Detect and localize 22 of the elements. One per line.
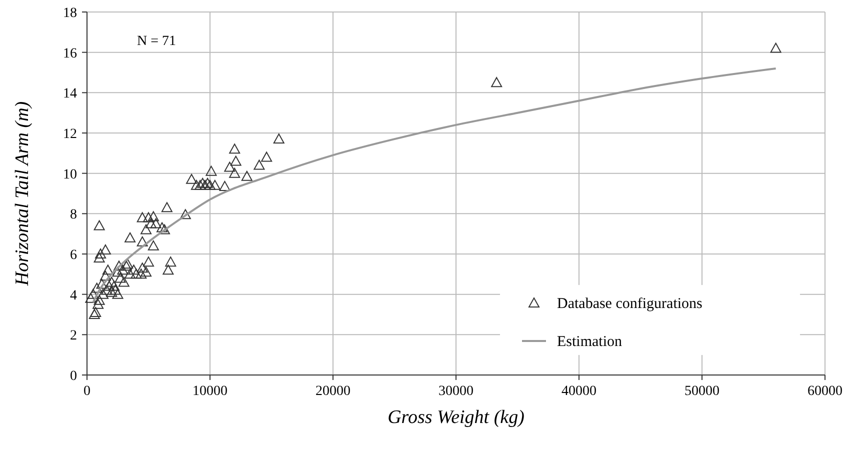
y-tick-label: 18 <box>63 6 77 21</box>
x-axis-title: Gross Weight (kg) <box>388 407 524 428</box>
y-tick-label: 2 <box>70 328 77 344</box>
y-tick-label: 12 <box>63 127 77 142</box>
y-tick-label: 14 <box>63 86 77 102</box>
y-tick-label: 0 <box>70 369 77 384</box>
x-tick-label: 60000 <box>808 384 842 399</box>
y-tick-label: 4 <box>70 288 77 304</box>
y-tick-label: 6 <box>70 248 77 263</box>
annotation: N = 71 <box>137 34 176 49</box>
x-tick-label: 30000 <box>438 384 474 399</box>
legend-label: Database configurations <box>557 296 703 312</box>
y-tick-label: 16 <box>63 46 77 62</box>
y-tick-label: 10 <box>63 167 77 182</box>
legend-label: Estimation <box>557 334 622 350</box>
y-tick-label: 8 <box>70 208 77 223</box>
x-tick-label: 0 <box>84 384 90 399</box>
x-tick-label: 40000 <box>562 384 596 399</box>
x-tick-label: 10000 <box>192 384 228 399</box>
y-axis-title: Horizontal Tail Arm (m) <box>12 101 33 287</box>
x-tick-label: 20000 <box>316 384 350 399</box>
x-tick-label: 50000 <box>684 384 720 399</box>
